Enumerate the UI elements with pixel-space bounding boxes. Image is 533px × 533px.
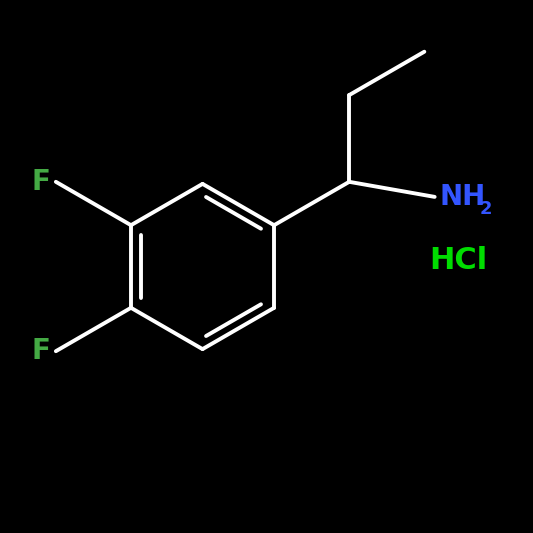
Text: F: F: [31, 168, 51, 196]
Text: NH: NH: [440, 183, 486, 211]
Text: F: F: [31, 337, 51, 365]
Text: HCl: HCl: [429, 246, 488, 276]
Text: 2: 2: [480, 200, 492, 217]
